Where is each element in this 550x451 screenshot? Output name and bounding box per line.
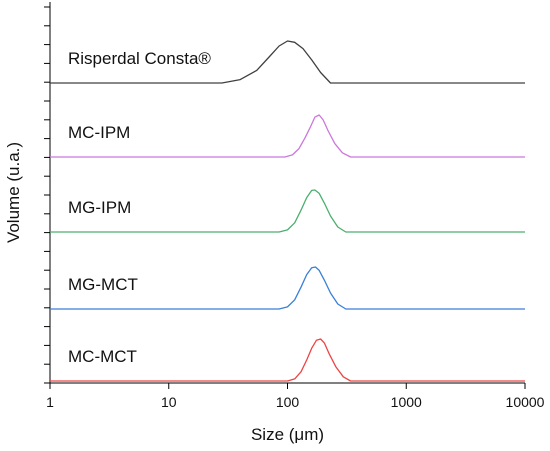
series-line [50, 40, 525, 84]
series-line [50, 266, 525, 310]
series-label: MG-MCT [68, 275, 138, 294]
x-ticks-group: 1 10 100 1000 10000 [46, 383, 545, 410]
y-axis-label: Volume (u.a.) [4, 142, 23, 243]
x-tick-label: 10 [161, 394, 177, 410]
series-label: Risperdal Consta® [68, 49, 211, 68]
series-group [50, 40, 525, 382]
x-tick-label: 10000 [506, 394, 545, 410]
series-line [50, 338, 525, 382]
x-tick-label: 1 [46, 394, 54, 410]
x-axis-label: Size (μm) [251, 425, 324, 444]
series-labels-group: Risperdal Consta® MC-IPM MG-IPM MG-MCT MC-MC… [68, 49, 211, 366]
y-ticks-group [44, 6, 50, 384]
series-label: MC-IPM [68, 123, 130, 142]
series-line [50, 114, 525, 158]
series-label: MG-IPM [68, 198, 131, 217]
series-line [50, 189, 525, 233]
x-tick-label: 1000 [391, 394, 422, 410]
series-label: MC-MCT [68, 347, 137, 366]
x-tick-label: 100 [276, 394, 300, 410]
